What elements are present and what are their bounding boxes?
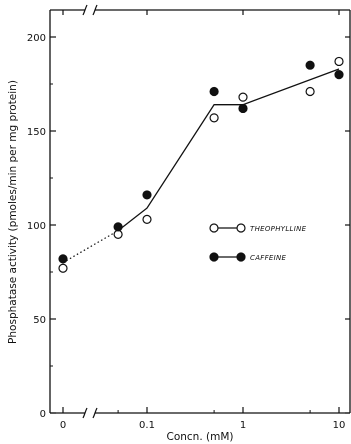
trend-line bbox=[62, 68, 340, 264]
axis-break-mark bbox=[92, 407, 98, 419]
theophylline-point bbox=[334, 56, 344, 67]
theophylline-point bbox=[113, 229, 123, 239]
caffeine-point bbox=[334, 69, 344, 80]
caffeine-point bbox=[305, 60, 315, 70]
trend-line-dotted bbox=[62, 230, 119, 264]
tick-labels: 0 50 100 150 200 0 0.1 1 10 bbox=[27, 33, 345, 431]
caffeine-point bbox=[58, 254, 68, 264]
y-tick-label: 100 bbox=[27, 221, 46, 232]
data-points bbox=[58, 56, 344, 273]
axis-break-mark bbox=[82, 4, 88, 16]
caffeine-point bbox=[238, 103, 248, 114]
theophylline-point bbox=[142, 214, 152, 224]
tick-marks bbox=[50, 10, 350, 414]
theophylline-point bbox=[305, 86, 315, 97]
x-tick-label: 0.1 bbox=[139, 420, 155, 431]
legend-label: THEOPHYLLINE bbox=[250, 225, 307, 233]
axes bbox=[49, 4, 351, 419]
caffeine-point bbox=[113, 222, 123, 232]
theophylline-point bbox=[58, 263, 68, 273]
axis-break-mark bbox=[82, 407, 88, 419]
x-axis-title: Concn. (mM) bbox=[167, 431, 234, 443]
axis-break-mark bbox=[92, 4, 98, 16]
legend-marker bbox=[209, 223, 219, 233]
caffeine-point bbox=[209, 86, 219, 97]
trend-line-solid bbox=[117, 68, 340, 232]
theophylline-point bbox=[209, 113, 219, 123]
legend: THEOPHYLLINE CAFFEINE bbox=[209, 223, 307, 262]
x-tick-label: 0 bbox=[60, 420, 66, 431]
legend-marker bbox=[209, 252, 219, 262]
y-tick-label: 150 bbox=[27, 127, 46, 138]
theophylline-point bbox=[238, 92, 248, 102]
y-tick-label: 50 bbox=[33, 315, 46, 326]
x-tick-label: 10 bbox=[333, 420, 346, 431]
legend-marker bbox=[236, 223, 246, 233]
y-tick-label: 0 bbox=[40, 409, 46, 420]
caffeine-point bbox=[142, 190, 152, 200]
y-axis-title: Phosphatase activity (pmoles/min per mg … bbox=[7, 80, 19, 344]
legend-label: CAFFEINE bbox=[250, 254, 287, 262]
y-tick-label: 200 bbox=[27, 33, 46, 44]
x-tick-label: 1 bbox=[240, 420, 246, 431]
legend-marker bbox=[236, 252, 246, 262]
